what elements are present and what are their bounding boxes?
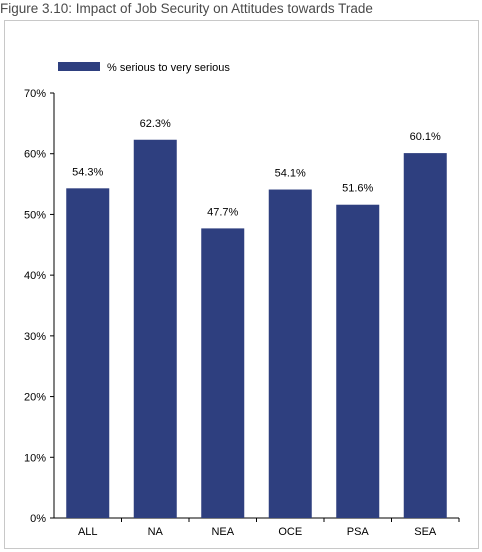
y-tick-label: 70% xyxy=(24,88,46,100)
chart-frame xyxy=(4,20,479,549)
data-label-na: 62.3% xyxy=(140,118,171,130)
bar-oce xyxy=(268,189,312,519)
y-tick-label: 10% xyxy=(24,452,46,464)
y-tick-label: 40% xyxy=(24,270,46,282)
x-tick-label-nea: NEA xyxy=(211,526,234,538)
bar-sea xyxy=(403,153,447,518)
x-tick-label-psa: PSA xyxy=(347,526,370,538)
data-label-sea: 60.1% xyxy=(410,131,441,143)
figure-title: Figure 3.10: Impact of Job Security on A… xyxy=(0,1,373,16)
y-tick-label: 60% xyxy=(24,149,46,161)
bar-nea xyxy=(201,228,245,518)
y-tick-label: 50% xyxy=(24,209,46,221)
data-label-oce: 54.1% xyxy=(275,168,306,180)
bar-na xyxy=(133,139,177,518)
data-label-psa: 51.6% xyxy=(342,183,373,195)
x-tick-label-sea: SEA xyxy=(414,526,437,538)
x-tick-label-oce: OCE xyxy=(278,526,302,538)
data-label-nea: 47.7% xyxy=(207,206,238,218)
x-tick-label-na: NA xyxy=(148,526,164,538)
legend-swatch xyxy=(58,62,100,71)
bar-all xyxy=(66,188,110,519)
legend-label: % serious to very serious xyxy=(107,62,230,74)
y-tick-label: 30% xyxy=(24,331,46,343)
x-tick-label-all: ALL xyxy=(78,526,98,538)
bar-psa xyxy=(336,204,380,518)
y-tick-label: 20% xyxy=(24,392,46,404)
data-label-all: 54.3% xyxy=(72,166,103,178)
y-tick-label: 0% xyxy=(30,513,46,525)
